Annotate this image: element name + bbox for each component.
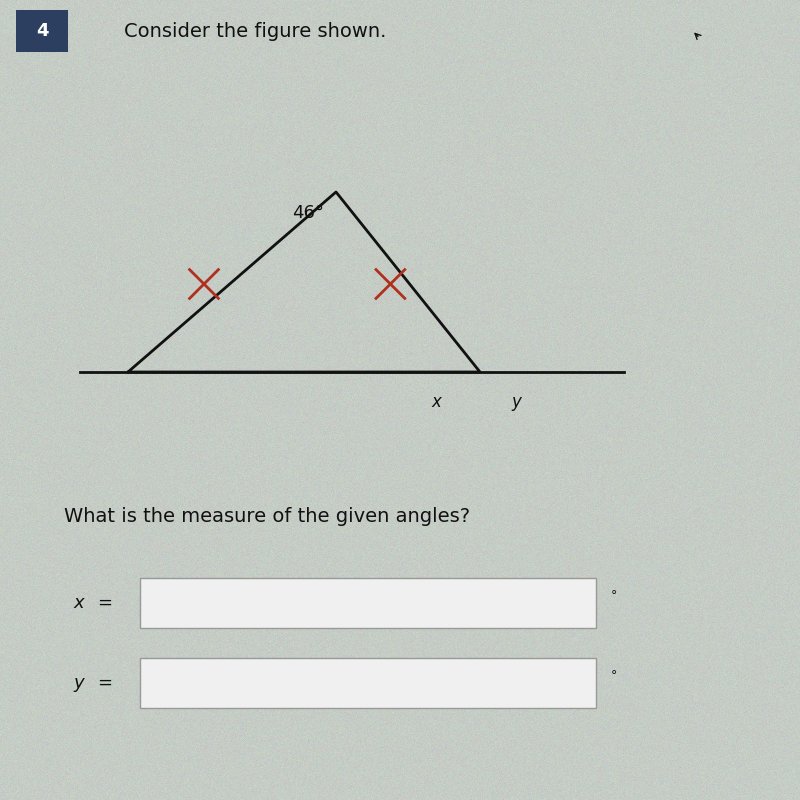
Text: =: = <box>97 594 112 612</box>
FancyBboxPatch shape <box>16 10 68 52</box>
FancyBboxPatch shape <box>140 658 596 708</box>
Text: y: y <box>511 394 521 411</box>
Text: x: x <box>431 394 441 411</box>
Text: 46°: 46° <box>292 204 324 222</box>
Text: °: ° <box>610 589 617 602</box>
Text: What is the measure of the given angles?: What is the measure of the given angles? <box>64 506 470 526</box>
Text: y: y <box>74 674 84 692</box>
Text: Consider the figure shown.: Consider the figure shown. <box>124 22 386 41</box>
Text: x: x <box>74 594 84 612</box>
FancyBboxPatch shape <box>140 578 596 628</box>
Text: °: ° <box>610 669 617 682</box>
Text: 4: 4 <box>36 22 48 40</box>
Text: =: = <box>97 674 112 692</box>
